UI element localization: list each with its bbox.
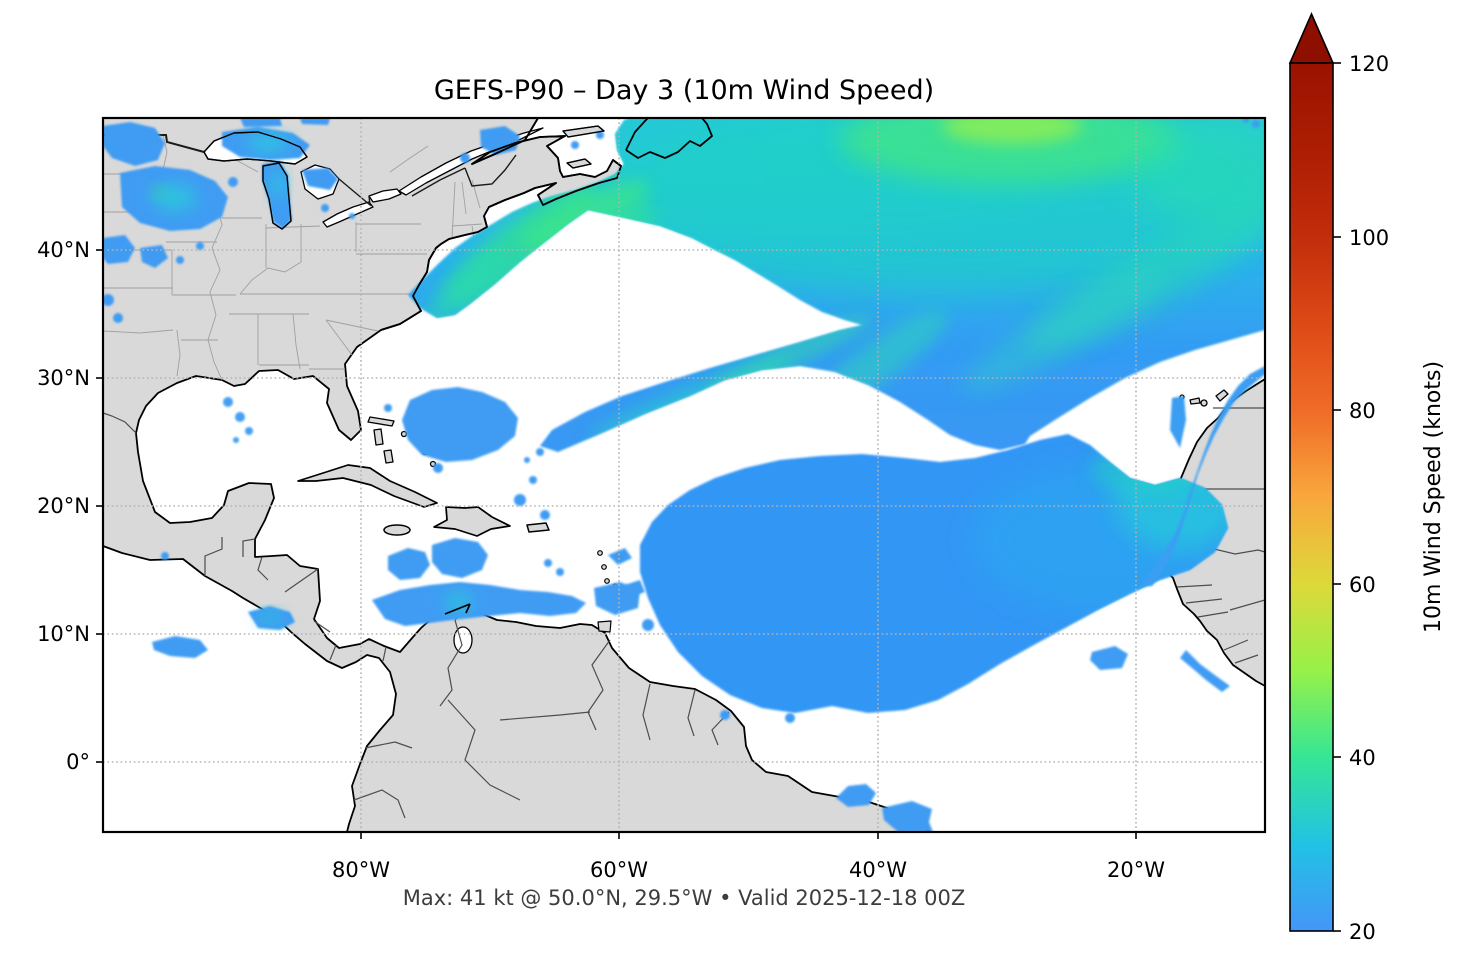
cb-tick-40: 40 [1349, 746, 1376, 770]
jamaica-island [383, 524, 411, 536]
cb-tick-100: 100 [1349, 226, 1389, 250]
graticule [103, 118, 1265, 832]
lake-michigan-cyan-core [271, 171, 285, 199]
puerto-rico-island [526, 522, 550, 533]
cb-tick-120: 120 [1349, 52, 1389, 76]
map-panel [103, 118, 1265, 832]
lake-ontario [368, 188, 402, 203]
y-tick-20n: 20°N [37, 494, 90, 518]
south-equatorial-patches [836, 784, 933, 832]
x-tick-80w: 80°W [332, 858, 390, 882]
us-canada-border-east [338, 154, 517, 207]
cb-tick-20: 20 [1349, 920, 1376, 944]
nw-africa-coastal-band [1140, 366, 1265, 586]
colorbar-axis-label: 10m Wind Speed (knots) [1421, 361, 1446, 633]
y-tick-30n: 30°N [37, 366, 90, 390]
x-axis: 80°W 60°W 40°W 20°W [332, 832, 1165, 882]
colorbar-gradient [1289, 62, 1334, 932]
page-title: GEFS-P90 – Day 3 (10m Wind Speed) [434, 75, 934, 106]
us-mexico-border [103, 412, 137, 434]
cb-tick-80: 80 [1349, 399, 1376, 423]
africa-sw-patches [1090, 118, 1260, 692]
gulf-wind-patches [223, 397, 253, 443]
hispaniola-island [433, 506, 511, 537]
africa-borders [1176, 407, 1265, 664]
colorbar: 120 100 80 60 40 20 10m Wind Speed (knot… [1288, 12, 1446, 944]
state-borders [103, 134, 483, 381]
y-axis: 40°N 30°N 20°N 10°N 0° [37, 238, 103, 774]
papagayo-cyan-core [258, 611, 282, 623]
lake-erie [322, 201, 374, 228]
x-tick-60w: 60°W [590, 858, 648, 882]
y-tick-10n: 10°N [37, 622, 90, 646]
caption-max-valid: Max: 41 kt @ 50.0°N, 29.5°W • Valid 2025… [403, 886, 966, 910]
x-tick-20w: 20°W [1107, 858, 1165, 882]
canary-islands [1179, 389, 1229, 407]
lake-maracaibo [453, 626, 473, 654]
st-lawrence-river [398, 127, 544, 196]
bahamas-wind-patch [384, 387, 550, 520]
x-tick-40w: 40°W [849, 858, 907, 882]
country-borders [103, 134, 1265, 819]
map-frame [101, 116, 1267, 834]
caribbean-wind-patches [372, 538, 640, 626]
colorbar-ticks [1333, 62, 1341, 932]
colorbar-extend-arrow [1288, 12, 1335, 64]
cb-tick-60: 60 [1349, 573, 1376, 597]
coastline-overlay [203, 118, 713, 615]
wind-max-core [942, 118, 1082, 144]
lake-superior-cyan-core [246, 135, 290, 151]
cuba-island [297, 464, 438, 508]
y-tick-0: 0° [66, 750, 90, 774]
y-tick-40n: 40°N [37, 238, 90, 262]
midwest-green-core [152, 187, 168, 197]
